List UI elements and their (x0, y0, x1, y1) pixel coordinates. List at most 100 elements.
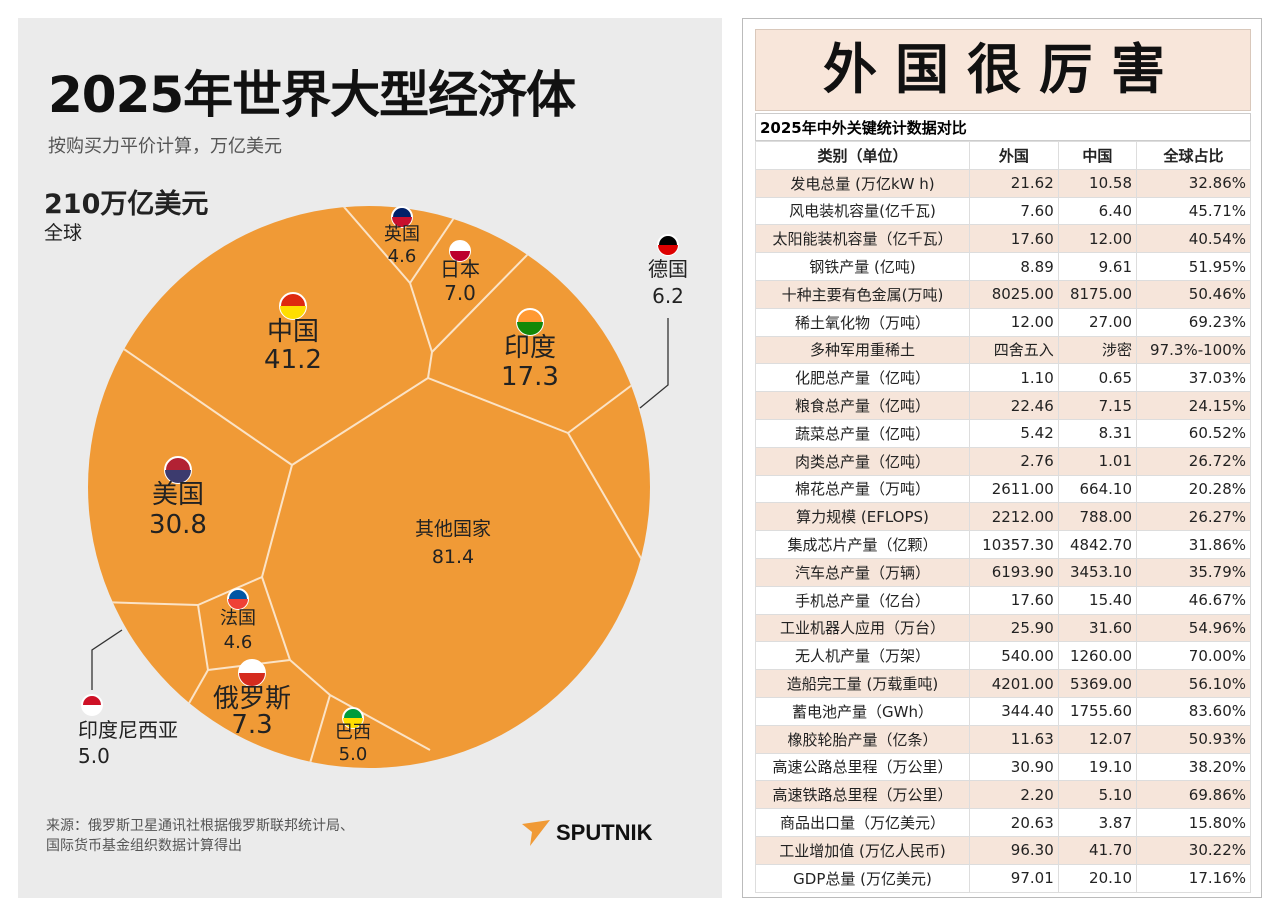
cell-foreign: 21.62 (969, 168, 1059, 198)
cell-category: 商品出口量（万亿美元） (755, 808, 970, 837)
table-row: 手机总产量（亿台） 17.60 15.40 46.67% (755, 585, 1251, 615)
table-row: 肉类总产量（亿吨） 2.76 1.01 26.72% (755, 446, 1251, 476)
cell-china: 5369.00 (1057, 669, 1138, 698)
cell-foreign: 10357.30 (969, 530, 1059, 559)
table-row: 工业增加值 (万亿人民币) 96.30 41.70 30.22% (755, 835, 1251, 865)
japan-flag-icon (449, 240, 471, 262)
uk-flag-icon (391, 206, 413, 228)
table-row: 工业机器人应用（万台） 25.90 31.60 54.96% (755, 613, 1251, 643)
source-line-2: 国际货币基金组织数据计算得出 (46, 838, 242, 854)
cell-china: 788.00 (1057, 502, 1138, 532)
cell-share: 31.86% (1136, 530, 1251, 559)
cell-china: 6.40 (1057, 196, 1138, 226)
table-row: 造船完工量 (万载重吨) 4201.00 5369.00 56.10% (755, 669, 1251, 698)
cell-share: 45.71% (1136, 196, 1251, 226)
germany-flag-icon (657, 234, 679, 256)
cell-foreign: 17.60 (969, 585, 1059, 615)
sputnik-logo: SPUTNIK (520, 818, 653, 848)
cell-share: 30.22% (1136, 835, 1251, 865)
cell-label: 日本 (440, 257, 480, 281)
table-row: 无人机产量（万架） 540.00 1260.00 70.00% (755, 641, 1251, 671)
cell-china: 41.70 (1057, 835, 1138, 865)
cell-china: 8.31 (1057, 418, 1138, 448)
cell-label: 英国 (384, 224, 420, 245)
cell-border (567, 432, 643, 561)
cell-value: 5.0 (78, 744, 110, 768)
cell-label: 巴西 (335, 722, 371, 743)
cell-value: 4.6 (388, 246, 417, 267)
cell-foreign: 12.00 (969, 307, 1059, 337)
cell-category: 风电装机容量(亿千瓦) (755, 196, 970, 226)
cell-share: 69.23% (1136, 307, 1251, 337)
cell-foreign: 30.90 (969, 752, 1059, 782)
table-header: 类别（单位） 外国 中国 全球占比 (755, 141, 1251, 170)
cell-category: 高速公路总里程（万公里） (755, 752, 970, 782)
cell-value: 7.0 (444, 281, 476, 305)
header-foreign: 外国 (969, 141, 1059, 170)
cell-category: 蓄电池产量（GWh） (755, 696, 970, 726)
france-flag-icon (227, 588, 249, 610)
cell-label: 美国 (152, 480, 204, 510)
table-row: 集成芯片产量（亿颗） 10357.30 4842.70 31.86% (755, 530, 1251, 559)
cell-category: 肉类总产量（亿吨） (755, 446, 970, 476)
cell-foreign: 7.60 (969, 196, 1059, 226)
cell-foreign: 22.46 (969, 391, 1059, 420)
cell-share: 37.03% (1136, 363, 1251, 393)
cell-share: 15.80% (1136, 808, 1251, 837)
cell-share: 40.54% (1136, 224, 1251, 254)
china-flag-icon (279, 292, 307, 320)
cell-category: 棉花总产量（万吨） (755, 474, 970, 504)
table-row: 商品出口量（万亿美元） 20.63 3.87 15.80% (755, 808, 1251, 837)
table-row: 粮食总产量（亿吨） 22.46 7.15 24.15% (755, 391, 1251, 420)
cell-china: 涉密 (1057, 335, 1138, 365)
cell-china: 19.10 (1057, 752, 1138, 782)
cell-foreign: 5.42 (969, 418, 1059, 448)
cell-border (337, 206, 411, 284)
cell-share: 97.3%-100% (1136, 335, 1251, 365)
cell-border (409, 282, 433, 353)
cell-category: 工业增加值 (万亿人民币) (755, 835, 970, 865)
cell-share: 69.86% (1136, 780, 1251, 810)
cell-value: 30.8 (149, 510, 207, 540)
cell-foreign: 2.20 (969, 780, 1059, 810)
cell-foreign: 25.90 (969, 613, 1059, 643)
cell-value: 41.2 (264, 345, 322, 375)
subtitle: 按购买力平价计算，万亿美元 (48, 136, 282, 157)
cell-share: 32.86% (1136, 168, 1251, 198)
cell-share: 17.16% (1136, 863, 1251, 893)
cell-border (261, 464, 293, 578)
cell-value: 6.2 (652, 284, 684, 308)
cell-category: 粮食总产量（亿吨） (755, 391, 970, 420)
table-row: 棉花总产量（万吨） 2611.00 664.10 20.28% (755, 474, 1251, 504)
cell-label: 法国 (220, 608, 256, 629)
cell-label: 俄罗斯 (213, 684, 291, 714)
cell-china: 15.40 (1057, 585, 1138, 615)
cell-value: 17.3 (501, 362, 559, 392)
cell-share: 46.67% (1136, 585, 1251, 615)
sputnik-logo-icon (522, 820, 550, 846)
voronoi-treemap: 中国41.2美国30.8印度17.3俄罗斯7.3日本7.0德国6.2印度尼西亚5… (78, 206, 688, 768)
source-note: 来源：俄罗斯卫星通讯社根据俄罗斯联邦统计局、 国际货币基金组织数据计算得出 (46, 816, 354, 856)
cell-share: 54.96% (1136, 613, 1251, 643)
usa-flag-icon (164, 456, 192, 484)
cell-china: 20.10 (1057, 863, 1138, 893)
cell-china: 1755.60 (1057, 696, 1138, 726)
cell-border (329, 694, 431, 751)
table-row: 蔬菜总产量（亿吨） 5.42 8.31 60.52% (755, 418, 1251, 448)
indonesia-flag-icon (81, 694, 103, 716)
cell-foreign: 20.63 (969, 808, 1059, 837)
table-row: 高速公路总里程（万公里） 30.90 19.10 38.20% (755, 752, 1251, 782)
cell-china: 664.10 (1057, 474, 1138, 504)
cell-category: 发电总量 (万亿kW h) (755, 168, 970, 198)
cell-border (409, 211, 459, 284)
cell-foreign: 四舍五入 (969, 335, 1059, 365)
cell-category: 化肥总产量（亿吨） (755, 363, 970, 393)
cell-border (427, 377, 569, 434)
comparison-panel: 外国很厉害 2025年中外关键统计数据对比 类别（单位） 外国 中国 全球占比 … (742, 18, 1262, 898)
table-row: 高速铁路总里程（万公里） 2.20 5.10 69.86% (755, 780, 1251, 810)
table-row: 算力规模 (EFLOPS) 2212.00 788.00 26.27% (755, 502, 1251, 532)
page-title: 2025年世界大型经济体 (48, 66, 576, 124)
cell-border (567, 381, 637, 434)
cell-china: 12.07 (1057, 724, 1138, 754)
header-category: 类别（单位） (755, 141, 970, 170)
